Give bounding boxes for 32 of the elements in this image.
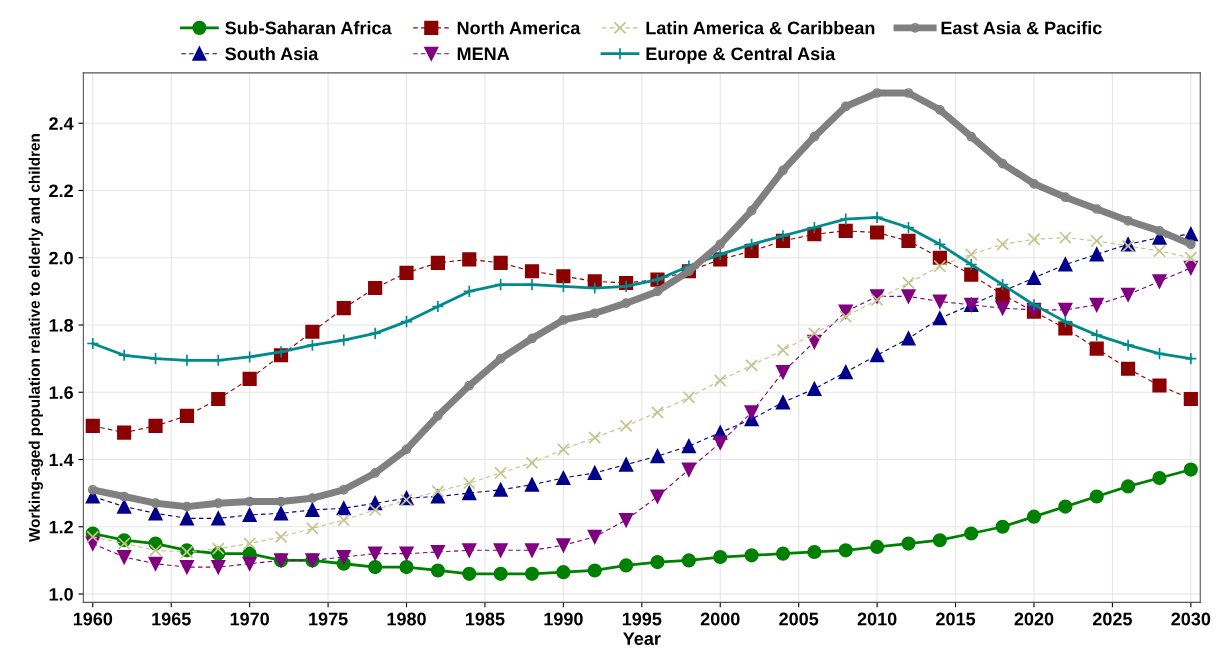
- y-axis-title: Working-aged population relative to elderly and children: [28, 134, 43, 543]
- legend-label: East Asia & Pacific: [941, 21, 1102, 35]
- x-tick-label: 2015: [936, 612, 976, 626]
- x-tick-label: 1970: [230, 612, 269, 626]
- x-tick-label: 1990: [544, 612, 583, 626]
- y-tick-label: 1.2: [49, 520, 73, 534]
- x-tick-label: 1975: [309, 612, 348, 626]
- legend-label: MENA: [457, 47, 510, 61]
- legend-label: Latin America & Caribbean: [646, 21, 875, 35]
- legend-label: Sub-Saharan Africa: [225, 21, 392, 35]
- x-tick-label: 2010: [857, 612, 897, 626]
- legend-label: South Asia: [225, 46, 319, 61]
- y-tick-label: 2.2: [49, 184, 73, 198]
- legend-label: Europe & Central Asia: [646, 46, 836, 64]
- y-tick-label: 1.8: [49, 318, 74, 332]
- x-tick-label: 2025: [1092, 612, 1132, 626]
- x-tick-label: 2005: [779, 612, 819, 626]
- x-axis-title: Year: [623, 632, 661, 646]
- y-tick-label: 1.4: [49, 453, 74, 467]
- x-tick-label: 2000: [700, 612, 740, 626]
- y-tick-label: 1.6: [49, 386, 73, 399]
- legend-label: North America: [457, 21, 581, 35]
- y-tick-label: 1.0: [49, 587, 73, 601]
- x-tick-label: 1965: [152, 612, 191, 626]
- x-tick-label: 1960: [73, 612, 113, 626]
- x-tick-label: 1980: [387, 612, 426, 626]
- y-tick-label: 2.0: [49, 251, 73, 265]
- y-tick-label: 2.4: [49, 117, 74, 130]
- x-tick-label: 2030: [1171, 612, 1211, 626]
- x-tick-label: 2020: [1014, 612, 1054, 626]
- x-tick-label: 1995: [622, 612, 662, 626]
- x-tick-label: 1985: [466, 612, 505, 626]
